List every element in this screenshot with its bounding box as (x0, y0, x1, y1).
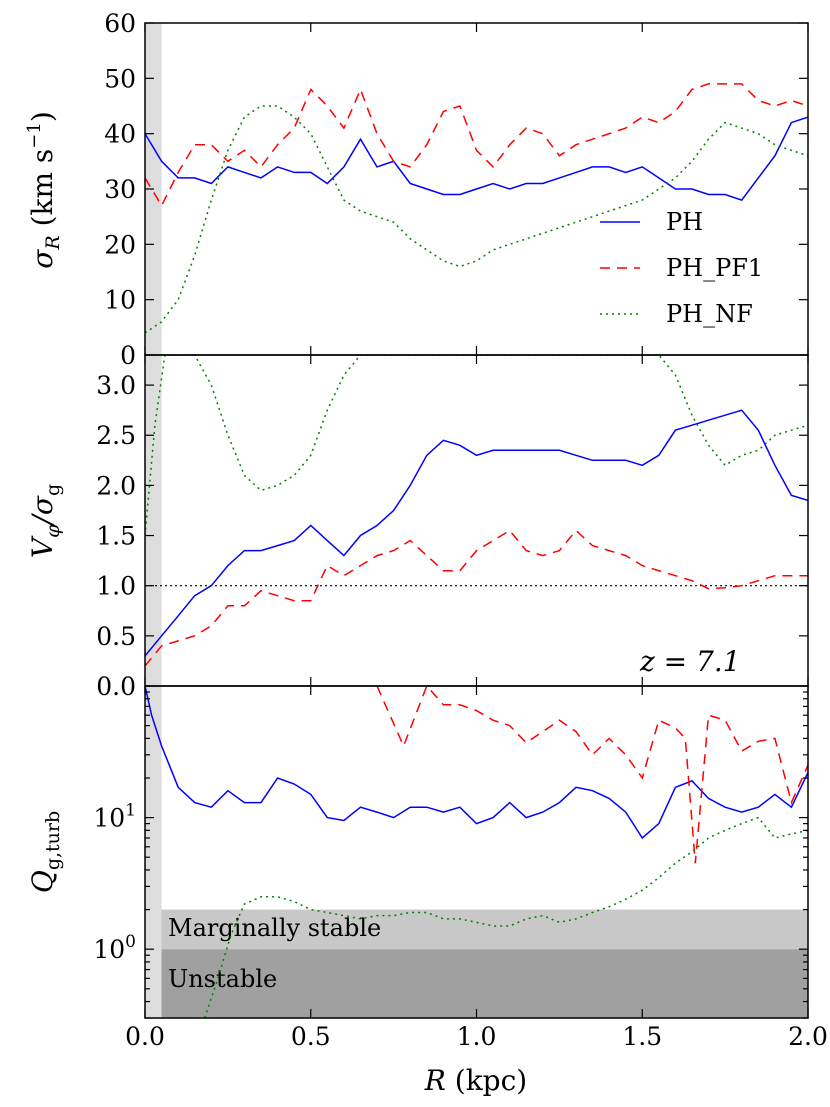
y-tick-label: 1.5 (96, 522, 136, 551)
y-tick-label: 20 (104, 230, 136, 259)
vsigma-panel-series (145, 355, 808, 667)
y-tick-label: 50 (104, 64, 136, 93)
vsigma-ylabel: Vφ/σg (26, 484, 64, 558)
y-tick-label: 2.5 (96, 421, 136, 450)
sigma-ylabel: σR (km s−1) (24, 111, 64, 269)
y-tick-label: 30 (104, 175, 136, 204)
series-line-ph (145, 409, 808, 657)
series-line-ph (145, 116, 808, 201)
y-tick-label: 0 (120, 341, 136, 370)
y-tick-label: 1.0 (96, 572, 136, 601)
x-tick-label: 0.5 (291, 1022, 331, 1051)
q-ylabel: Qg,turb (26, 811, 64, 893)
y-tick-label: 40 (104, 120, 136, 149)
unstable-band (145, 949, 808, 1018)
y-tick-label: 10 (104, 286, 136, 315)
excluded-inner-region (145, 23, 162, 1018)
x-axis-label: R (kpc) (424, 1064, 527, 1097)
vsigma-panel-frame (144, 354, 809, 687)
y-tick-label: 0.5 (96, 622, 136, 651)
unstable-label: Unstable (168, 965, 277, 993)
sigma-panel-series (145, 83, 808, 334)
y-tick-label: 2.0 (96, 471, 136, 500)
y-tick-label: 0.0 (96, 672, 136, 701)
y-tick-label: 101 (93, 801, 136, 833)
q-panel-series (145, 686, 808, 1018)
series-line-ph-pf1 (376, 686, 808, 864)
x-tick-label: 1.5 (622, 1022, 662, 1051)
marginally-stable-label: Marginally stable (168, 914, 381, 942)
series-line-ph-nf (203, 816, 808, 1018)
series-line-ph-pf1 (145, 529, 808, 667)
legend: PH PH_PF1 PH_NF (600, 208, 763, 328)
legend-label-ph-pf1: PH_PF1 (666, 254, 763, 282)
series-line-ph-pf1 (145, 83, 808, 208)
marginally-stable-band (145, 909, 808, 950)
x-tick-label: 2.0 (788, 1022, 828, 1051)
legend-label-ph: PH (666, 208, 703, 236)
legend-label-ph-nf: PH_NF (666, 300, 753, 328)
x-tick-label: 1.0 (457, 1022, 497, 1051)
y-tick-label: 60 (104, 9, 136, 38)
redshift-annotation: z = 7.1 (639, 645, 741, 678)
x-tick-label: 0.0 (125, 1022, 165, 1051)
axis-ticks: 0 10 20 30 40 50 60 0.0 0.5 1.0 1.5 2.0 2.5 3.0 100 101… (93, 9, 828, 1051)
series-line-ph-nf (145, 355, 808, 536)
series-line-ph-nf (145, 105, 808, 334)
series-line-ph (145, 686, 808, 840)
y-tick-label: 100 (93, 932, 136, 964)
y-tick-label: 3.0 (96, 371, 136, 400)
